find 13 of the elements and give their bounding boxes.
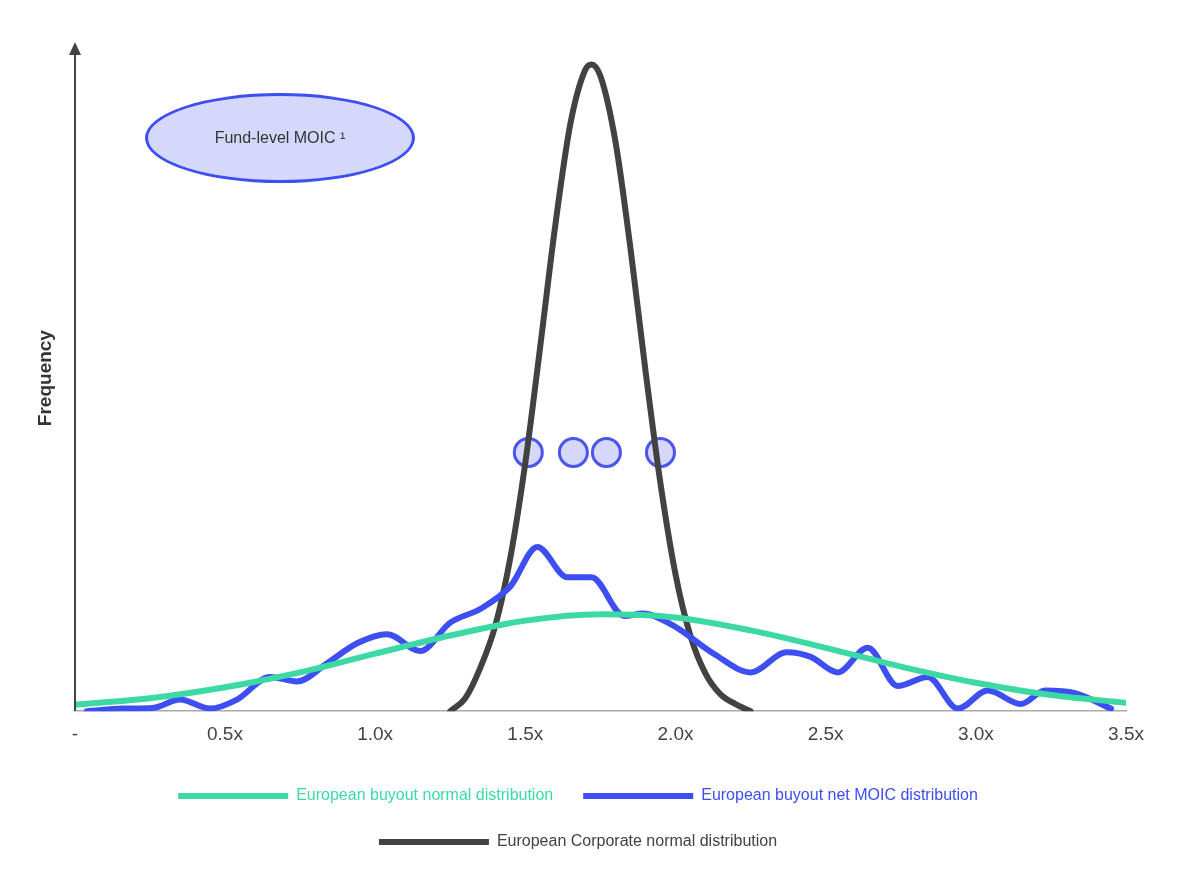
text: European Corporate normal distribution (496, 832, 778, 850)
x-tick-label: 1.0x (357, 722, 394, 744)
ellipse-badge: Fund-level MOIC ¹ (145, 93, 415, 183)
y-axis-title: Frequency (33, 329, 55, 427)
x-tick-label: 3.0x (957, 722, 995, 744)
text: European buyout net MOIC distribution (701, 786, 978, 804)
x-tick-label: 2.5x (807, 722, 845, 744)
x-tick-label: - (71, 722, 78, 744)
x-tick-label: 2.0x (657, 722, 694, 744)
x-tick-label: 3.5x (1108, 722, 1145, 744)
x-tick-label: 0.5x (207, 722, 244, 744)
text: European buyout normal distribution (296, 786, 554, 804)
x-tick-label: 1.5x (507, 722, 544, 744)
